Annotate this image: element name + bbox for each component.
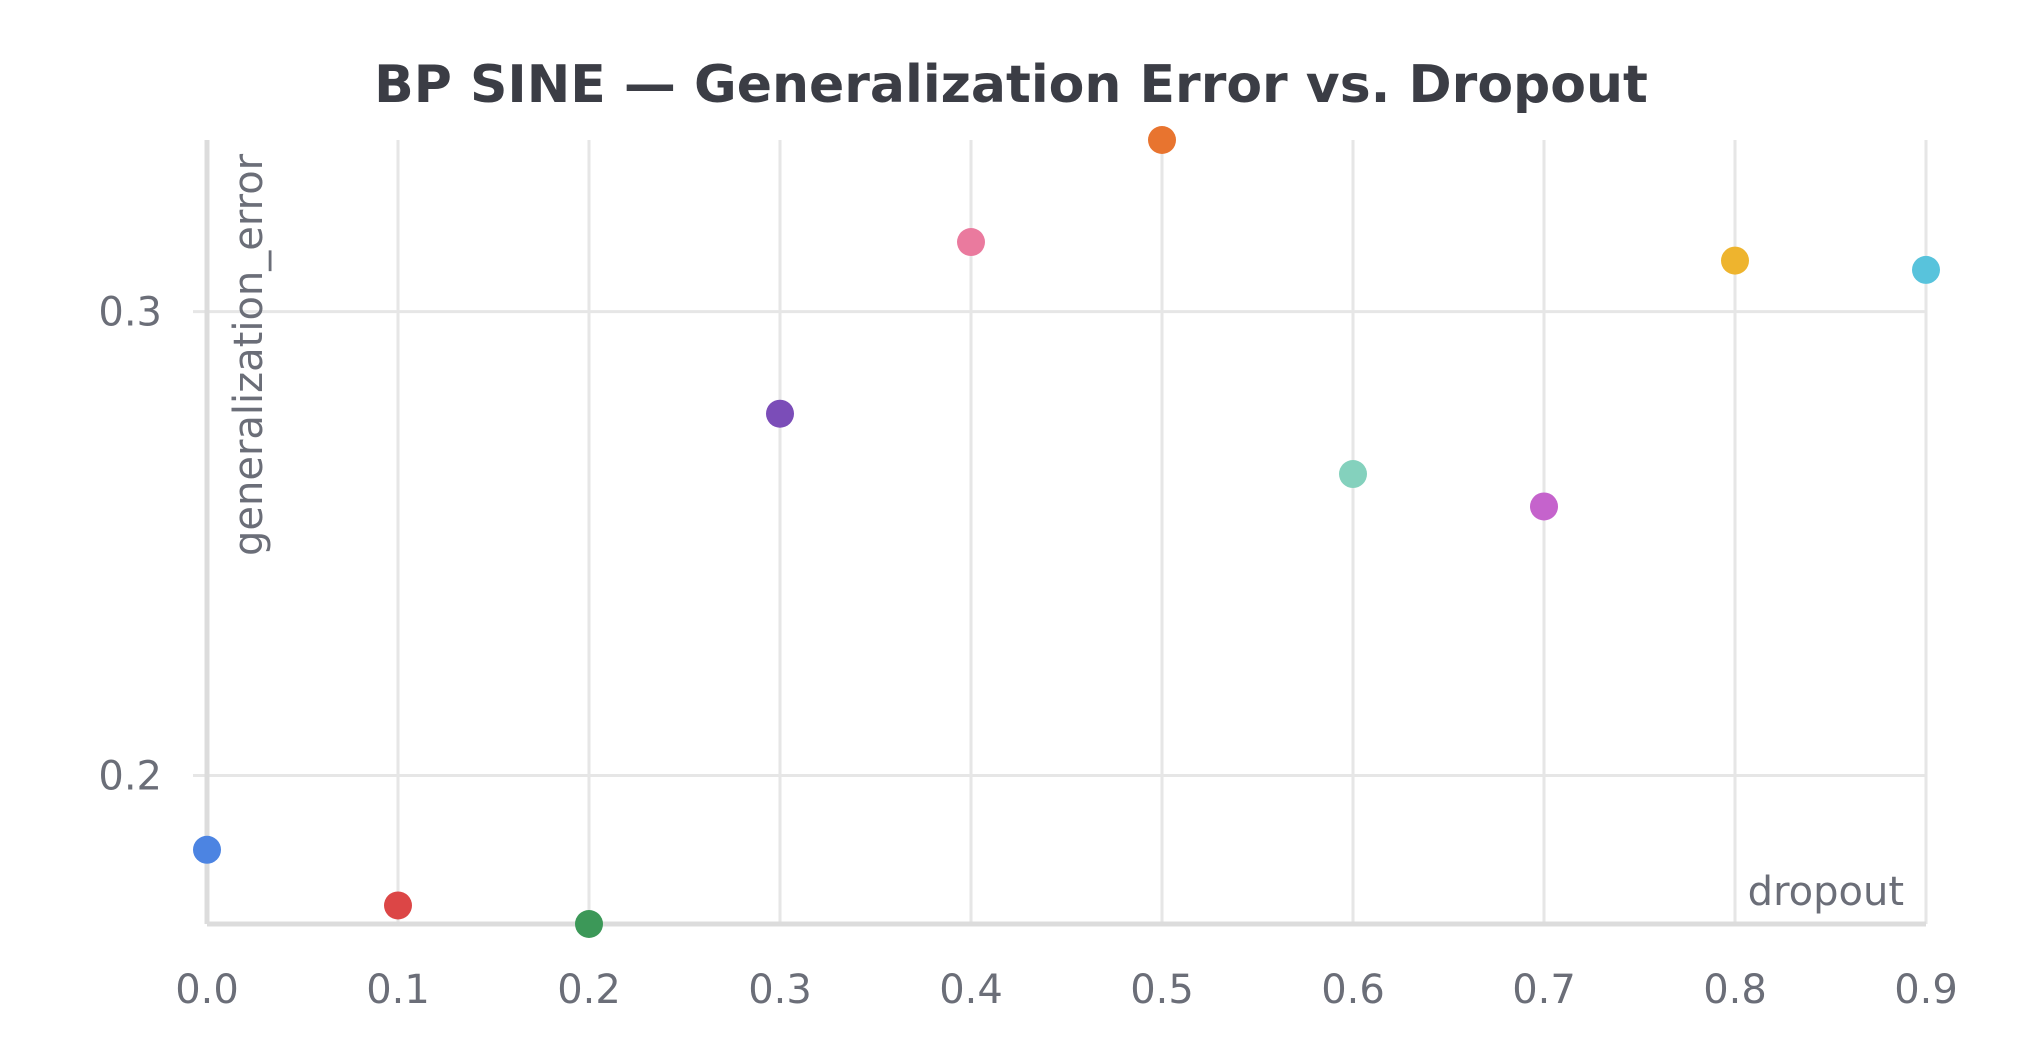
x-tick-label: 0.4 — [939, 967, 1003, 1013]
y-axis-label: generalization_error — [226, 153, 272, 556]
x-tick-label: 0.9 — [1894, 967, 1958, 1013]
data-point — [1148, 126, 1176, 154]
x-tick-labels: 0.0 0.1 0.2 0.3 0.4 0.5 0.6 0.7 0.8 0.9 — [175, 967, 1958, 1013]
gridlines — [193, 140, 1928, 924]
data-point — [1912, 255, 1940, 284]
x-tick-label: 0.0 — [175, 967, 239, 1013]
x-axis-label: dropout — [1748, 869, 1904, 915]
data-point — [1721, 246, 1749, 275]
x-tick-label: 0.7 — [1512, 967, 1576, 1013]
data-point — [384, 891, 412, 920]
chart-title: BP SINE — Generalization Error vs. Dropo… — [374, 55, 1648, 115]
x-tick-label: 0.8 — [1703, 967, 1767, 1013]
data-point — [766, 399, 794, 428]
x-tick-label: 0.1 — [366, 967, 430, 1013]
data-point — [575, 910, 603, 938]
axes — [204, 140, 1926, 927]
data-points — [193, 126, 1940, 938]
x-tick-label: 0.2 — [557, 967, 621, 1013]
x-tick-label: 0.6 — [1321, 967, 1385, 1013]
y-tick-label: 0.3 — [98, 290, 162, 336]
data-point — [193, 835, 221, 864]
y-tick-label: 0.2 — [98, 754, 162, 800]
data-point — [1339, 460, 1367, 489]
x-tick-label: 0.5 — [1130, 967, 1194, 1013]
data-point — [1530, 492, 1558, 521]
data-point — [957, 228, 985, 257]
y-tick-labels: 0.2 0.3 — [98, 290, 162, 800]
x-tick-label: 0.3 — [748, 967, 812, 1013]
